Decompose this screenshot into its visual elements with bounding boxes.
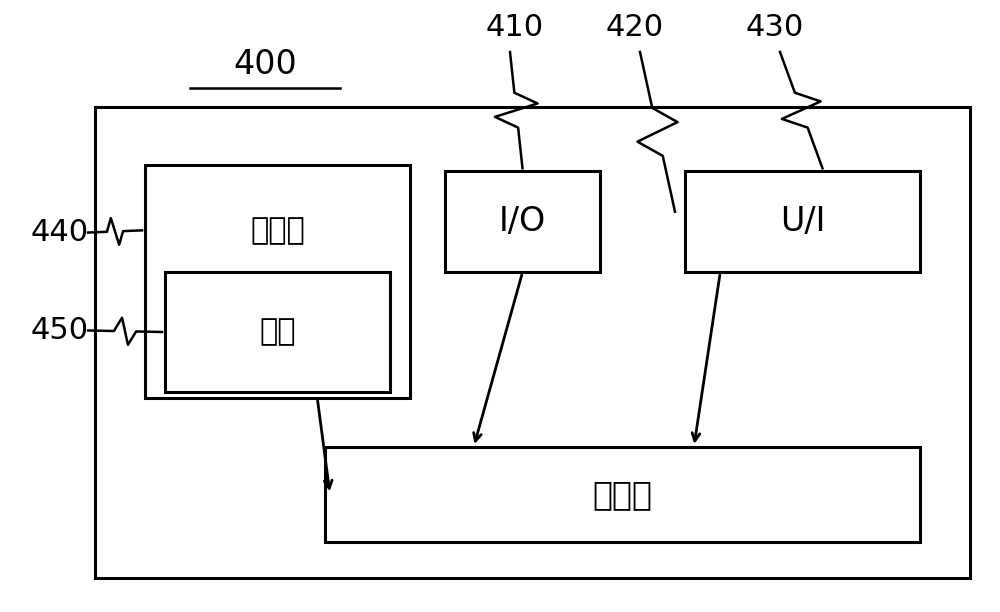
Text: 410: 410: [486, 13, 544, 42]
Bar: [165, 272, 390, 392]
Text: 程序: 程序: [259, 318, 296, 346]
Text: 存储器: 存储器: [250, 216, 305, 245]
Text: 440: 440: [31, 218, 89, 247]
Text: 处理器: 处理器: [592, 478, 652, 510]
Text: 430: 430: [746, 13, 804, 42]
Text: I/O: I/O: [499, 206, 546, 238]
Bar: [95, 107, 970, 578]
Text: 400: 400: [233, 48, 297, 81]
Bar: [685, 171, 920, 272]
Text: 420: 420: [606, 13, 664, 42]
Bar: [445, 171, 600, 272]
Text: U/I: U/I: [780, 206, 825, 238]
Text: 450: 450: [31, 316, 89, 345]
Bar: [325, 447, 920, 542]
Bar: [145, 165, 410, 398]
